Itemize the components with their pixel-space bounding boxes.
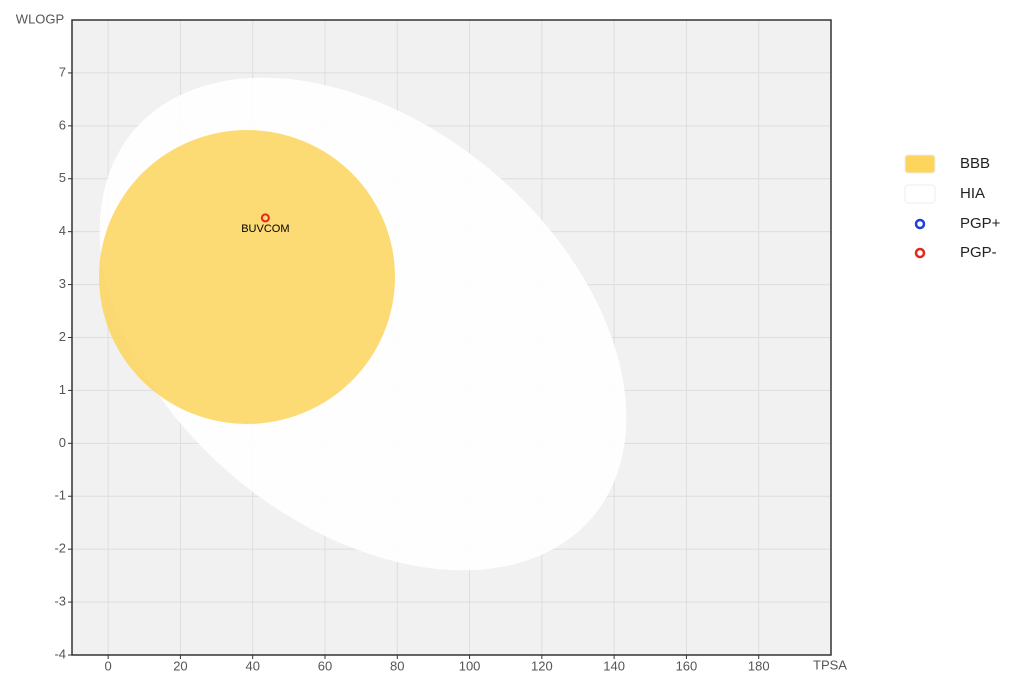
x-tick-label: 120 <box>531 658 553 673</box>
y-tick-label: 3 <box>59 276 66 291</box>
x-tick-label: 20 <box>173 658 187 673</box>
y-tick-label: 4 <box>59 223 66 238</box>
y-tick-label: 6 <box>59 117 66 132</box>
legend-marker <box>914 218 926 230</box>
x-tick-label: 80 <box>390 658 404 673</box>
x-tick-label: 100 <box>459 658 481 673</box>
x-axis-label: TPSA <box>813 657 847 672</box>
y-tick-label: 7 <box>59 64 66 79</box>
regions <box>99 77 627 571</box>
y-tick-label: -3 <box>54 594 66 609</box>
x-tick-label: 160 <box>676 658 698 673</box>
y-axis-label: WLOGP <box>16 11 64 26</box>
x-tick-label: 60 <box>318 658 332 673</box>
x-tick-label: 0 <box>105 658 112 673</box>
legend-label: PGP- <box>960 244 997 261</box>
y-tick-label: -1 <box>54 488 66 503</box>
y-tick-label: 1 <box>59 382 66 397</box>
x-tick-label: 180 <box>748 658 770 673</box>
legend-label: BBB <box>960 155 990 172</box>
x-tick-label: 140 <box>603 658 625 673</box>
legend-label: HIA <box>960 185 985 202</box>
legend-marker <box>914 247 926 259</box>
y-tick-label: -4 <box>54 646 66 661</box>
y-tick-label: 2 <box>59 329 66 344</box>
legend-swatch <box>904 154 936 174</box>
point-label: BUVCOM <box>241 223 289 235</box>
legend-label: PGP+ <box>960 215 1001 232</box>
y-tick-label: 5 <box>59 170 66 185</box>
bbb-region <box>99 130 395 424</box>
x-tick-label: 40 <box>245 658 259 673</box>
point <box>260 213 270 223</box>
y-tick-label: 0 <box>59 435 66 450</box>
legend-swatch <box>904 184 936 204</box>
y-tick-label: -2 <box>54 541 66 556</box>
